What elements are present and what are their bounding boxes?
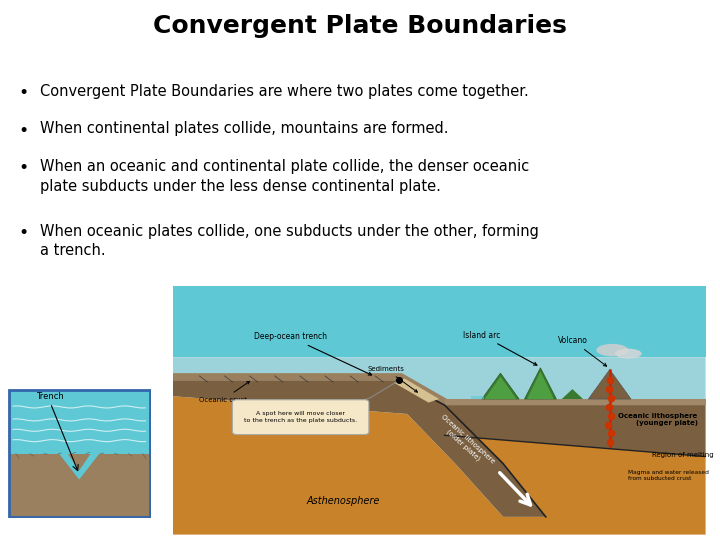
Polygon shape [9,454,150,517]
Text: Convergent Plate Boundaries are where two plates come together.: Convergent Plate Boundaries are where tw… [40,84,528,99]
Polygon shape [59,454,99,480]
Ellipse shape [596,344,629,356]
Text: •: • [18,224,28,242]
FancyArrowPatch shape [500,472,531,505]
Text: Island arc: Island arc [463,330,537,365]
FancyBboxPatch shape [233,400,369,435]
Polygon shape [394,379,439,403]
Polygon shape [173,286,706,357]
Text: •: • [18,122,28,139]
Text: Oceanic lithosphere
(younger plate): Oceanic lithosphere (younger plate) [618,413,698,426]
Text: Magma and water released
from subducted crust: Magma and water released from subducted … [629,470,709,481]
Polygon shape [173,373,706,405]
Polygon shape [482,373,519,399]
Text: Trench: Trench [36,392,64,401]
Polygon shape [471,396,485,399]
Text: When an oceanic and continental plate collide, the denser oceanic
plate subducts: When an oceanic and continental plate co… [40,159,529,193]
Text: Volcano: Volcano [557,336,607,366]
Polygon shape [173,396,706,535]
Ellipse shape [615,349,642,359]
Polygon shape [524,368,557,399]
Text: Convergent Plate Boundaries: Convergent Plate Boundaries [153,14,567,37]
Text: A spot here will move closer
to the trench as the plate subducts.: A spot here will move closer to the tren… [244,411,357,423]
Text: Region of melting: Region of melting [652,451,714,457]
Polygon shape [588,369,631,399]
Polygon shape [444,399,706,405]
Text: Asthenosphere: Asthenosphere [307,496,380,507]
Polygon shape [562,389,583,399]
Text: Oceanic lithosphere
(older plate): Oceanic lithosphere (older plate) [436,414,496,471]
Polygon shape [444,405,706,456]
Text: Oceanic crust: Oceanic crust [199,381,250,402]
Text: •: • [18,84,28,102]
Polygon shape [173,357,706,402]
Text: When oceanic plates collide, one subducts under the other, forming
a trench.: When oceanic plates collide, one subduct… [40,224,539,258]
Text: Deep-ocean trench: Deep-ocean trench [253,333,372,375]
Polygon shape [527,372,554,399]
Text: •: • [18,159,28,177]
Polygon shape [485,377,516,399]
Polygon shape [173,380,546,517]
Polygon shape [9,390,150,454]
Text: Sediments: Sediments [367,366,418,392]
Text: When continental plates collide, mountains are formed.: When continental plates collide, mountai… [40,122,448,137]
